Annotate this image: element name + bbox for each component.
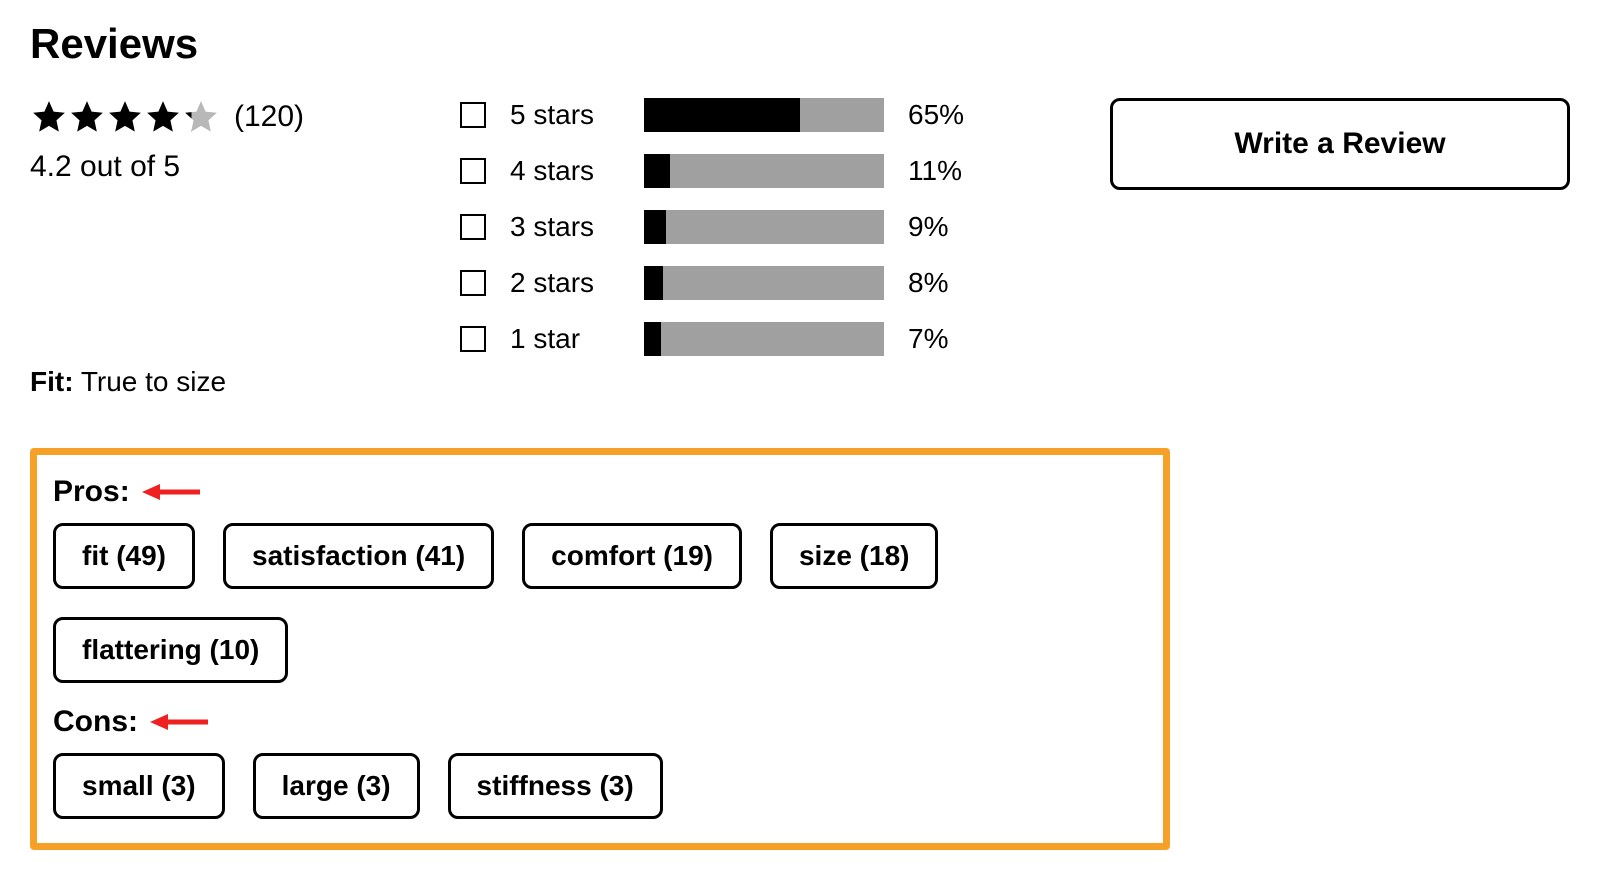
breakdown-row[interactable]: 3 stars 9% <box>460 210 978 244</box>
con-tag[interactable]: large (3) <box>253 753 420 819</box>
breakdown-percent: 8% <box>908 267 978 299</box>
star-icon <box>144 98 182 136</box>
filter-checkbox[interactable] <box>460 158 486 184</box>
breakdown-label: 3 stars <box>510 211 620 243</box>
breakdown-bar <box>644 266 884 300</box>
breakdown-row[interactable]: 4 stars 11% <box>460 154 978 188</box>
breakdown-label: 2 stars <box>510 267 620 299</box>
filter-checkbox[interactable] <box>460 102 486 128</box>
breakdown-percent: 65% <box>908 99 978 131</box>
cons-label-row: Cons: <box>53 705 1147 739</box>
breakdown-bar-fill <box>644 322 661 356</box>
fit-label: Fit: <box>30 366 74 397</box>
breakdown-bar <box>644 210 884 244</box>
fit-value: True to size <box>81 366 226 397</box>
pros-label: Pros: <box>53 475 130 509</box>
filter-checkbox[interactable] <box>460 214 486 240</box>
pro-tag[interactable]: satisfaction (41) <box>223 523 494 589</box>
average-rating-text: 4.2 out of 5 <box>30 150 410 184</box>
breakdown-bar <box>644 154 884 188</box>
breakdown-bar <box>644 98 884 132</box>
star-icon <box>182 98 220 136</box>
arrow-icon <box>150 711 210 733</box>
breakdown-label: 5 stars <box>510 99 620 131</box>
cta-column: Write a Review <box>1110 98 1570 190</box>
star-rating <box>30 98 220 136</box>
review-count: (120) <box>234 100 304 134</box>
breakdown-bar-fill <box>644 98 800 132</box>
stars-line: (120) <box>30 98 410 136</box>
breakdown-bar-fill <box>644 154 670 188</box>
cons-label: Cons: <box>53 705 138 739</box>
write-review-button[interactable]: Write a Review <box>1110 98 1570 190</box>
reviews-heading: Reviews <box>30 20 1570 68</box>
breakdown-row[interactable]: 1 star 7% <box>460 322 978 356</box>
summary-top: (120) 4.2 out of 5 <box>30 98 410 184</box>
cons-tags: small (3) large (3) stiffness (3) <box>53 753 1147 819</box>
breakdown-bar-fill <box>644 210 666 244</box>
breakdown-row[interactable]: 2 stars 8% <box>460 266 978 300</box>
pro-tag[interactable]: flattering (10) <box>53 617 288 683</box>
pro-tag[interactable]: fit (49) <box>53 523 195 589</box>
filter-checkbox[interactable] <box>460 326 486 352</box>
summary-column: (120) 4.2 out of 5 Fit: True to size <box>30 98 410 398</box>
breakdown-percent: 9% <box>908 211 978 243</box>
star-icon <box>30 98 68 136</box>
arrow-icon <box>142 481 202 503</box>
breakdown-row[interactable]: 5 stars 65% <box>460 98 978 132</box>
con-tag[interactable]: small (3) <box>53 753 225 819</box>
breakdown-label: 1 star <box>510 323 620 355</box>
breakdown-bar-fill <box>644 266 663 300</box>
pro-tag[interactable]: size (18) <box>770 523 939 589</box>
pros-cons-highlight: Pros: fit (49) satisfaction (41) comfort (… <box>30 448 1170 850</box>
star-icon <box>68 98 106 136</box>
pro-tag[interactable]: comfort (19) <box>522 523 742 589</box>
rating-breakdown: 5 stars 65% 4 stars 11% 3 stars 9% 2 stars 8% 1 … <box>460 98 978 356</box>
filter-checkbox[interactable] <box>460 270 486 296</box>
con-tag[interactable]: stiffness (3) <box>448 753 663 819</box>
pros-label-row: Pros: <box>53 475 1147 509</box>
breakdown-label: 4 stars <box>510 155 620 187</box>
fit-line: Fit: True to size <box>30 366 410 398</box>
reviews-top-row: (120) 4.2 out of 5 Fit: True to size 5 s… <box>30 98 1570 398</box>
star-icon <box>106 98 144 136</box>
breakdown-percent: 11% <box>908 155 978 187</box>
pros-tags: fit (49) satisfaction (41) comfort (19) siz… <box>53 523 1147 683</box>
breakdown-bar <box>644 322 884 356</box>
breakdown-percent: 7% <box>908 323 978 355</box>
